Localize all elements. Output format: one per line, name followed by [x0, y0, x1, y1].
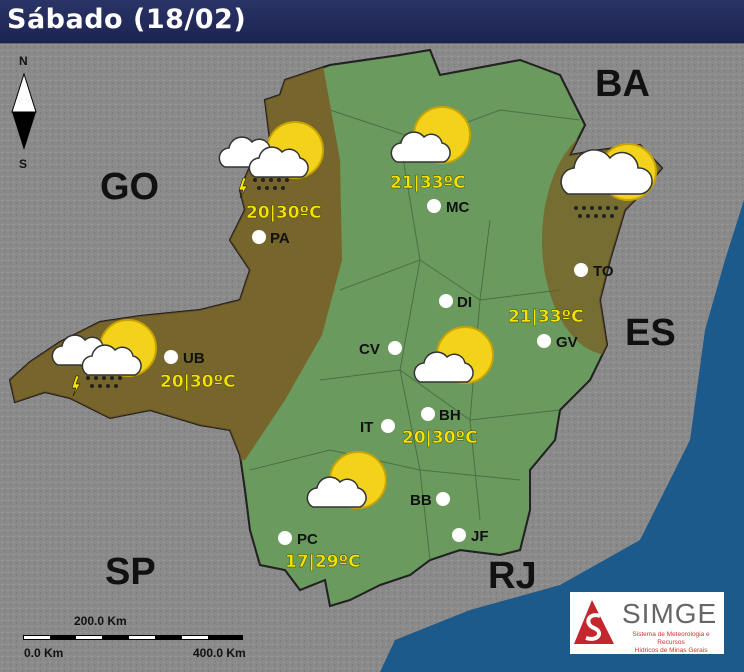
scale-end-label: 400.0 Km — [193, 646, 246, 660]
ocean — [380, 200, 744, 672]
city-dot-pc[interactable] — [278, 531, 292, 545]
city-label-di: DI — [457, 294, 472, 311]
logo-subtitle-line-2: Hídricos de Minas Gerais — [634, 647, 708, 654]
scale-bar: 200.0 Km 0.0 Km 400.0 Km — [23, 614, 246, 660]
city-dot-it[interactable] — [381, 419, 395, 433]
city-label-pc: PC — [297, 531, 318, 548]
temp-mc: 21|33ºC — [390, 173, 466, 193]
city-dot-jf[interactable] — [452, 528, 466, 542]
sun-cloud-rain-icon — [560, 143, 657, 218]
temp-pc: 17|29ºC — [285, 552, 361, 572]
simge-logo-mark — [574, 600, 614, 644]
city-label-bb: BB — [410, 492, 432, 509]
temp-gv: 21|33ºC — [508, 307, 584, 327]
city-dot-to[interactable] — [574, 263, 588, 277]
city-dot-di[interactable] — [439, 294, 453, 308]
temp-bh: 20|30ºC — [402, 428, 478, 448]
city-dot-cv[interactable] — [388, 341, 402, 355]
city-dot-pa[interactable] — [252, 230, 266, 244]
city-label-it: IT — [360, 419, 373, 436]
city-label-to: TO — [593, 263, 614, 280]
city-label-mc: MC — [446, 199, 469, 216]
sun-cloud-rain-lightning-icon — [51, 319, 157, 397]
temp-ub: 20|30ºC — [160, 372, 236, 392]
logo-name: SIMGE — [622, 598, 718, 629]
simge-logo: SIMGE Sistema de Meteorologia e Recursos… — [570, 592, 724, 654]
scale-mid-label: 200.0 Km — [74, 614, 127, 628]
city-label-cv: CV — [359, 341, 380, 358]
page-title: Sábado (18/02) — [7, 4, 247, 35]
logo-subtitle: Sistema de Meteorologia e Recursos Hídric… — [622, 631, 720, 655]
city-label-bh: BH — [439, 407, 461, 424]
state-label-go: GO — [100, 166, 159, 208]
state-label-rj: RJ — [488, 555, 537, 597]
city-dot-bb[interactable] — [436, 492, 450, 506]
state-label-es: ES — [625, 312, 676, 354]
state-label-sp: SP — [105, 551, 156, 593]
compass-north: N — [19, 54, 28, 68]
compass: N S — [11, 54, 37, 171]
title-bar: Sábado (18/02) — [0, 0, 744, 44]
city-dot-mc[interactable] — [427, 199, 441, 213]
city-label-gv: GV — [556, 334, 578, 351]
city-label-jf: JF — [471, 528, 489, 545]
city-markers — [164, 199, 588, 545]
state-label-ba: BA — [595, 63, 650, 105]
compass-south: S — [19, 157, 27, 171]
city-label-pa: PA — [270, 230, 290, 247]
logo-subtitle-line-1: Sistema de Meteorologia e Recursos — [632, 631, 710, 646]
city-dot-ub[interactable] — [164, 350, 178, 364]
sun-cloud-rain-lightning-icon — [218, 121, 324, 199]
temp-pa: 20|30ºC — [246, 203, 322, 223]
city-label-ub: UB — [183, 350, 205, 367]
city-dot-bh[interactable] — [421, 407, 435, 421]
city-dot-gv[interactable] — [537, 334, 551, 348]
scale-start-label: 0.0 Km — [24, 646, 63, 660]
